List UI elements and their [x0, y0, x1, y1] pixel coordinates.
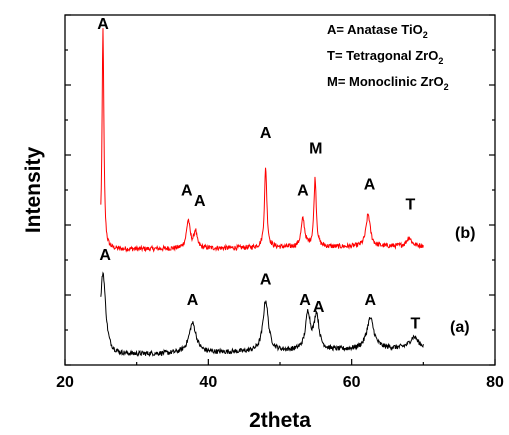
peak-label: M: [309, 140, 322, 157]
peak-label: A: [187, 292, 199, 309]
x-axis-ticks: 20 40 60 80: [56, 359, 504, 391]
peak-label: A: [297, 182, 309, 199]
x-tick-label: 80: [486, 374, 504, 391]
series-label: (b): [455, 225, 475, 242]
legend-entry-text: T= Tetragonal ZrO: [327, 48, 438, 63]
peak-label: A: [364, 176, 376, 193]
series-line-0: [100, 28, 424, 253]
legend-entry-subscript: 2: [438, 56, 443, 66]
legend-entry-subscript: 2: [444, 82, 449, 92]
series-line-1: [100, 271, 424, 357]
peak-label: A: [260, 272, 272, 289]
x-tick-label: 20: [56, 374, 74, 391]
legend-entry-text: M= Monoclinic ZrO: [327, 74, 444, 89]
peak-label: A: [194, 193, 206, 210]
legend-entry-text: A= Anatase TiO: [327, 22, 423, 37]
series-curves: [100, 28, 424, 357]
x-tick-label: 40: [199, 374, 217, 391]
y-axis-ticks: [65, 14, 495, 366]
peak-label: A: [365, 292, 377, 309]
peak-label: A: [313, 299, 325, 316]
legend-entry-subscript: 2: [423, 30, 428, 40]
peak-label: T: [411, 315, 421, 332]
legend-entry: M= Monoclinic ZrO2: [327, 74, 449, 92]
peak-label: A: [299, 292, 311, 309]
x-tick-label: 60: [343, 374, 361, 391]
peak-label: T: [406, 196, 416, 213]
peak-label: A: [99, 247, 111, 264]
x-axis-title: 2theta: [249, 409, 311, 432]
legend-entry: T= Tetragonal ZrO2: [327, 48, 443, 66]
peak-label: A: [260, 125, 272, 142]
peak-label: A: [97, 16, 109, 33]
y-axis-title: Intensity: [22, 147, 45, 234]
series-labels: (b) (a): [450, 225, 475, 336]
peak-label: A: [181, 182, 193, 199]
series-label: (a): [450, 319, 470, 336]
plot-frame: [64, 14, 496, 366]
legend-entry: A= Anatase TiO2: [327, 22, 428, 40]
